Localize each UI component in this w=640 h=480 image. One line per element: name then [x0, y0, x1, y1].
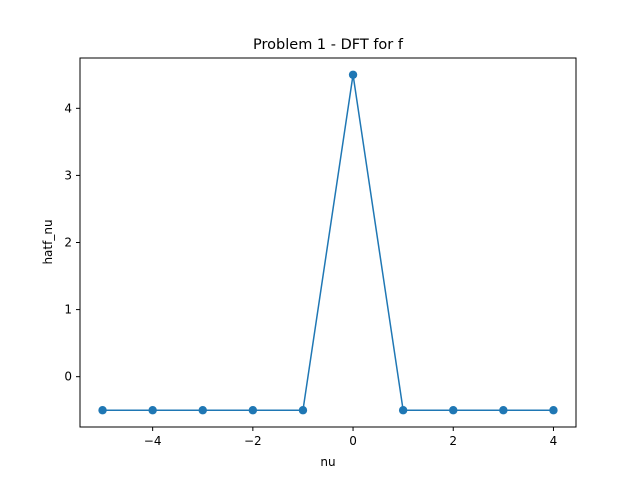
data-point [98, 406, 107, 415]
data-point [348, 70, 358, 79]
y-tick-label: 2 [64, 236, 72, 250]
y-axis-label: hatf_nu [41, 219, 55, 264]
data-point [148, 406, 157, 415]
data-point [248, 406, 258, 415]
data-point [449, 406, 458, 415]
y-tick-label: 0 [64, 370, 72, 384]
y-tick-label: 4 [64, 101, 72, 115]
x-axis-label: nu [320, 455, 335, 469]
y-tick-label: 3 [64, 168, 72, 182]
data-point [298, 406, 308, 415]
x-tick-label: 0 [349, 434, 357, 448]
plot-area [98, 70, 558, 415]
data-point [198, 406, 207, 415]
data-point [549, 406, 558, 415]
x-tick-label: 2 [449, 434, 457, 448]
x-axis: −4 −2 0 2 4 [144, 427, 557, 448]
y-axis: 0 1 2 3 4 [64, 101, 80, 384]
x-tick-label: −4 [144, 434, 162, 448]
data-point [398, 406, 408, 415]
chart-title: Problem 1 - DFT for f [253, 37, 404, 53]
x-tick-label: 4 [550, 434, 558, 448]
x-tick-label: −2 [244, 434, 262, 448]
data-point [499, 406, 508, 415]
series-line [102, 74, 554, 411]
y-tick-label: 1 [64, 303, 72, 317]
